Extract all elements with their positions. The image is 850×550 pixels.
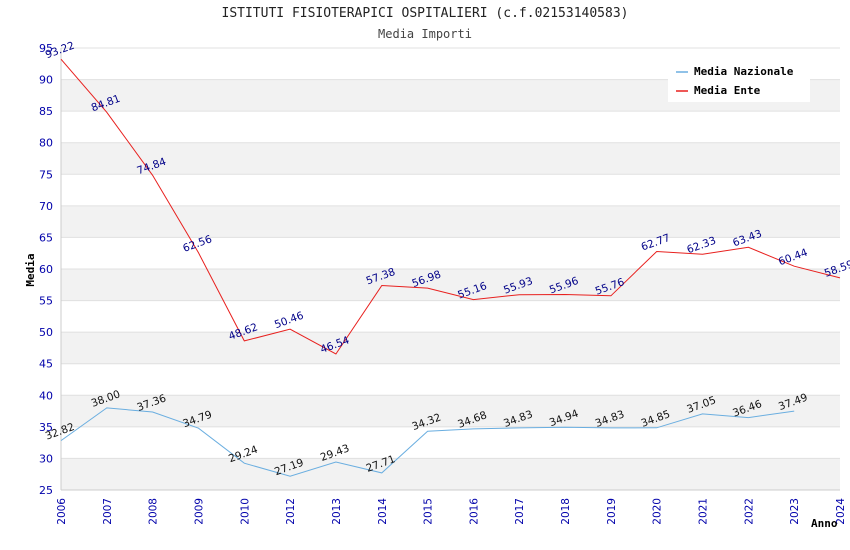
x-tick-label: 2014	[377, 498, 389, 525]
y-tick-label: 65	[39, 231, 53, 244]
x-tick-label: 2018	[560, 498, 572, 525]
x-tick-label: 2015	[423, 498, 435, 525]
y-axis-ticks: 25 30 35 40 45 50 55 60 65 70 75 80 85 90 95	[39, 42, 53, 497]
grid-bands	[61, 48, 840, 490]
y-tick-label: 40	[39, 389, 53, 402]
y-tick-label: 85	[39, 105, 53, 118]
grid-band	[61, 237, 840, 269]
legend: Media Nazionale Media Ente	[668, 59, 810, 102]
y-tick-label: 75	[39, 168, 53, 181]
grid-lines	[60, 47, 840, 491]
grid-band	[61, 426, 840, 459]
grid-band	[61, 269, 840, 301]
x-tick-label: 2009	[193, 498, 205, 525]
x-tick-label: 2008	[148, 498, 160, 525]
grid-band	[61, 395, 840, 427]
y-tick-label: 25	[39, 484, 53, 497]
x-tick-label: 2016	[468, 498, 480, 525]
y-tick-label: 45	[39, 358, 53, 371]
legend-label-ente: Media Ente	[694, 84, 761, 97]
grid-band	[61, 174, 840, 206]
x-tick-label: 2021	[698, 498, 710, 525]
x-tick-label: 2024	[835, 498, 847, 525]
grid-band	[61, 363, 840, 396]
y-tick-label: 95	[39, 42, 53, 55]
x-tick-label: 2023	[789, 498, 801, 525]
x-tick-label: 2013	[331, 498, 343, 525]
grid-band	[61, 458, 840, 490]
legend-label-nazionale: Media Nazionale	[694, 65, 794, 78]
series-lines	[60, 58, 841, 477]
x-tick-label: 2012	[285, 498, 297, 525]
grid-band	[61, 300, 840, 333]
grid-band	[61, 142, 840, 175]
x-tick-label: 2017	[514, 498, 526, 525]
y-tick-label: 55	[39, 295, 53, 308]
x-tick-label: 2020	[652, 498, 664, 525]
series-line-nazionale	[60, 407, 795, 477]
grid-band	[61, 332, 840, 364]
x-tick-label: 2010	[239, 498, 251, 525]
grid-band	[61, 205, 840, 238]
y-tick-label: 70	[39, 200, 53, 213]
y-tick-label: 60	[39, 263, 53, 276]
chart-subtitle: Media Importi	[378, 27, 472, 41]
x-tick-label: 2022	[743, 498, 755, 525]
x-axis-label: Anno	[811, 517, 838, 530]
x-tick-label: 2006	[56, 498, 68, 525]
y-tick-label: 90	[39, 74, 53, 87]
series-line-ente	[60, 58, 841, 355]
grid-band	[61, 111, 840, 143]
x-tick-label: 2007	[102, 498, 114, 525]
chart-title: ISTITUTI FISIOTERAPICI OSPITALIERI (c.f.…	[221, 6, 629, 21]
y-tick-label: 80	[39, 137, 53, 150]
y-axis-label: Media	[24, 253, 37, 286]
y-tick-label: 50	[39, 326, 53, 339]
legend-box	[668, 59, 810, 102]
x-tick-label: 2019	[606, 498, 618, 525]
x-axis-ticks: 2006 2007 2008 2009 2010 2012 2013 2014 2015 2016…	[56, 498, 847, 525]
y-tick-label: 30	[39, 452, 53, 465]
y-tick-label: 35	[39, 421, 53, 434]
